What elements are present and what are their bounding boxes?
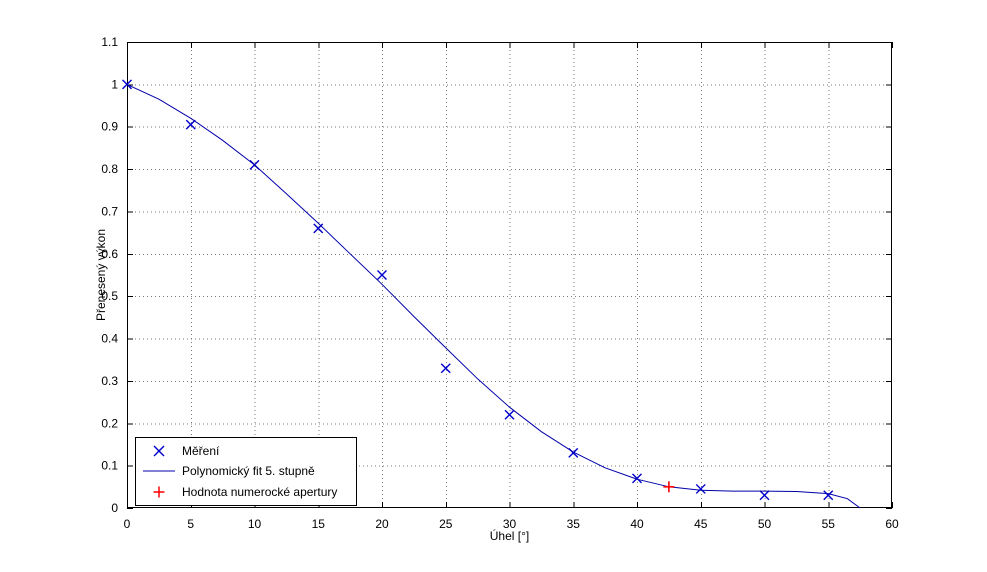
measurement-marker <box>122 79 132 90</box>
y-tick-label: 0.3 <box>101 374 118 388</box>
measurement-marker <box>377 270 387 280</box>
legend-label-aperture: Hodnota numerocké apertury <box>182 484 338 499</box>
measurement-marker <box>823 490 834 501</box>
measurement-marker <box>440 363 451 374</box>
y-tick-label: 0.9 <box>101 120 118 134</box>
y-tick-label: 0.5 <box>101 289 118 303</box>
y-tick-label: 0.1 <box>101 459 118 473</box>
x-tick-label: 5 <box>187 517 194 531</box>
y-tick-label: 0.6 <box>101 247 118 261</box>
measurement-marker <box>695 483 706 494</box>
x-tick-label: 55 <box>822 517 836 531</box>
measurement-marker <box>313 223 324 234</box>
x-marker-icon <box>136 444 182 458</box>
line-sample-icon <box>136 464 182 478</box>
plus-marker-icon <box>136 485 182 499</box>
y-tick-label: 0.2 <box>101 416 118 430</box>
legend-label-fit: Polynomický fit 5. stupně <box>182 464 315 479</box>
legend-item-aperture: Hodnota numerocké apertury <box>136 482 356 502</box>
x-tick-label: 60 <box>885 517 899 531</box>
x-axis-label: Úhel [°] <box>489 529 530 543</box>
x-tick-label: 25 <box>439 517 453 531</box>
y-tick-label: 1 <box>111 77 118 91</box>
y-tick-label: 0.4 <box>101 332 118 346</box>
y-tick-label: 1.1 <box>101 35 118 49</box>
measurement-marker <box>759 490 770 501</box>
x-tick-label: 35 <box>567 517 581 531</box>
measurement-marker <box>185 119 196 130</box>
legend-item-measurement: Měření <box>136 441 356 461</box>
x-tick-label: 45 <box>694 517 708 531</box>
x-tick-label: 30 <box>503 517 517 531</box>
measurement-marker <box>568 447 579 458</box>
y-tick-label: 0 <box>111 501 118 515</box>
y-tick-label: 0.7 <box>101 204 118 218</box>
legend-item-fit: Polynomický fit 5. stupně <box>136 461 356 481</box>
y-tick-label: 0.8 <box>101 162 118 176</box>
x-tick-label: 40 <box>630 517 644 531</box>
measurement-marker <box>504 409 515 420</box>
y-axis-label: Přenesený výkon <box>94 228 108 322</box>
fit-line <box>126 83 861 509</box>
x-tick-label: 0 <box>124 517 131 531</box>
x-tick-label: 50 <box>758 517 772 531</box>
x-tick-label: 20 <box>375 517 389 531</box>
legend-label-measurement: Měření <box>182 444 220 459</box>
x-tick-label: 10 <box>248 517 262 531</box>
measurement-marker <box>632 473 642 484</box>
x-tick-label: 15 <box>312 517 326 531</box>
legend-box: Měření Polynomický fit 5. stupně Hodnota… <box>135 437 357 506</box>
